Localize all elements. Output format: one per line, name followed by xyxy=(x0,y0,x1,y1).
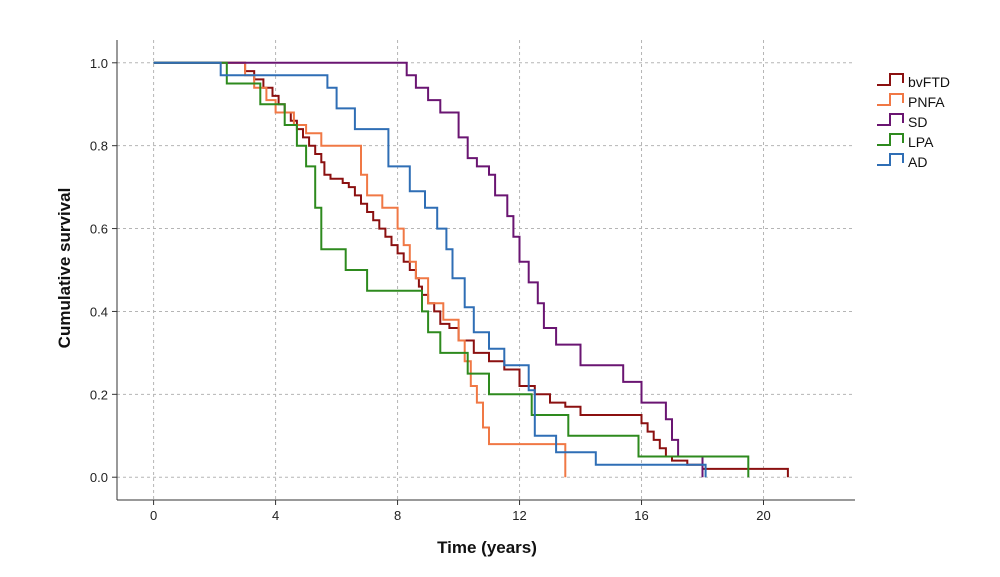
x-tick-label: 12 xyxy=(512,508,526,523)
y-tick-label: 0.0 xyxy=(90,470,108,485)
series-line-ad xyxy=(153,61,707,478)
legend-swatch xyxy=(877,133,904,146)
series-line-bvftd xyxy=(153,61,789,478)
axis-layer xyxy=(116,40,855,501)
legend-item-bvftd: bvFTD xyxy=(877,73,950,90)
x-tick-label: 20 xyxy=(756,508,770,523)
y-tick-label: 0.2 xyxy=(90,387,108,402)
legend-item-sd: SD xyxy=(877,113,927,130)
x-tick-label: 4 xyxy=(272,508,279,523)
legend-swatch xyxy=(877,73,904,86)
series-line-pnfa xyxy=(153,61,567,478)
y-tick-label: 0.8 xyxy=(90,139,108,154)
x-tick-label: 16 xyxy=(634,508,648,523)
x-axis-title: Time (years) xyxy=(437,538,537,557)
legend-item-ad: AD xyxy=(877,153,927,170)
legend-label: SD xyxy=(908,114,927,130)
legend-item-lpa: LPA xyxy=(877,133,934,150)
legend-item-pnfa: PNFA xyxy=(877,93,945,110)
tick-layer: 0 4 8 12 16 20 0.0 0.2 0.4 0.6 0.8 1.0 xyxy=(90,56,771,523)
legend-label: PNFA xyxy=(908,94,945,110)
y-axis-title: Cumulative survival xyxy=(55,188,74,349)
legend-swatch xyxy=(877,93,904,106)
y-tick-label: 1.0 xyxy=(90,56,108,71)
series-layer xyxy=(153,61,789,478)
series-line-sd xyxy=(153,61,704,478)
legend-swatch xyxy=(877,153,904,166)
y-tick-label: 0.4 xyxy=(90,304,108,319)
legend-label: AD xyxy=(908,154,927,170)
legend-label: LPA xyxy=(908,134,934,150)
x-tick-label: 0 xyxy=(150,508,157,523)
x-tick-label: 8 xyxy=(394,508,401,523)
legend-label: bvFTD xyxy=(908,74,950,90)
grid-layer xyxy=(117,40,855,500)
legend: bvFTD PNFA SD LPA AD xyxy=(877,73,950,170)
y-tick-label: 0.6 xyxy=(90,222,108,237)
series-line-lpa xyxy=(153,61,750,478)
legend-swatch xyxy=(877,113,904,126)
